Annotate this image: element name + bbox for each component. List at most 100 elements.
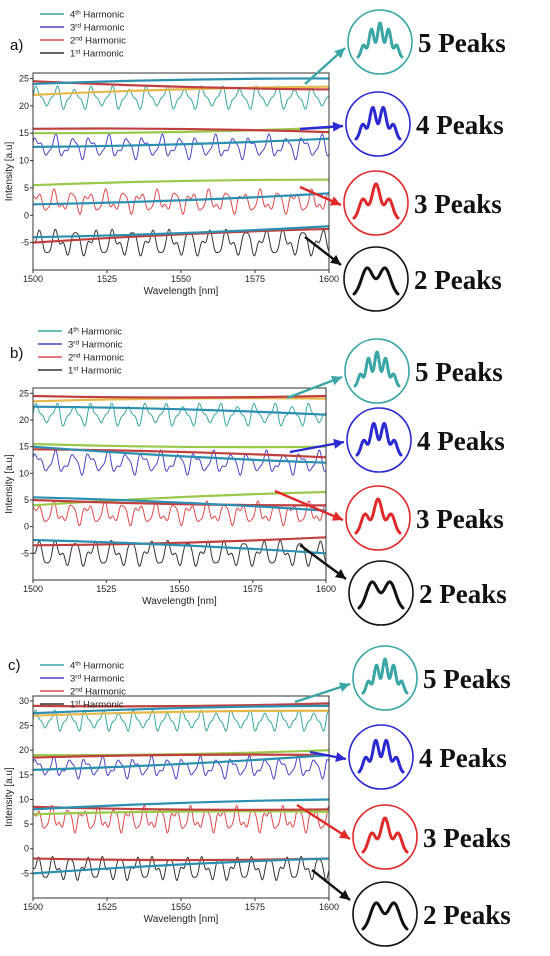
x-tick-label: 1600: [316, 584, 336, 594]
peaks-label: 2 Peaks: [414, 265, 502, 295]
peak-callout-3: 3 Peaks: [296, 803, 511, 870]
callout-arrowhead: [338, 682, 350, 692]
peak-waveform: [357, 738, 405, 774]
callout-circle: [347, 9, 413, 75]
peaks-label: 4 Peaks: [417, 426, 505, 456]
callout-circle: [344, 338, 410, 404]
envelope-line: [33, 192, 329, 206]
callout-arrowhead: [334, 48, 345, 59]
x-tick-label: 1550: [169, 584, 189, 594]
series-line-1: [33, 855, 329, 882]
envelope-line: [33, 442, 326, 449]
envelope-line: [33, 127, 329, 134]
series-line-1: [33, 228, 329, 257]
x-tick-label: 1550: [171, 274, 191, 284]
series-line-3: [33, 755, 329, 780]
legend-entry: 4th Harmonic: [70, 660, 124, 672]
y-tick-label: 25: [19, 73, 29, 83]
x-tick-label: 1525: [97, 902, 117, 912]
callout-arrowhead: [330, 375, 342, 386]
y-axis-title: Intensity [a.u]: [4, 142, 15, 202]
y-tick-label: 5: [24, 819, 29, 829]
peak-waveform: [354, 497, 402, 535]
series-line-2: [33, 188, 329, 215]
peak-waveform: [353, 350, 401, 388]
y-tick-label: 10: [19, 468, 29, 478]
peak-waveform: [361, 901, 409, 931]
callout-circle: [352, 645, 418, 711]
callout-arrowhead: [332, 121, 343, 132]
y-tick-label: 25: [19, 721, 29, 731]
y-tick-label: 15: [19, 128, 29, 138]
y-tick-label: 10: [19, 794, 29, 804]
legend-entry: 4th Harmonic: [68, 326, 122, 338]
envelope-line: [33, 498, 326, 507]
peaks-label: 3 Peaks: [416, 504, 504, 534]
x-tick-label: 1525: [96, 584, 116, 594]
legend-entry: 4th Harmonic: [70, 9, 124, 21]
peak-waveform: [354, 105, 402, 141]
peaks-label: 4 Peaks: [416, 110, 504, 140]
callout-arrowhead: [333, 438, 344, 449]
envelope-line: [33, 704, 329, 715]
legend-entry: 2nd Harmonic: [68, 352, 124, 364]
envelope-line: [33, 394, 326, 399]
callout-arrowhead: [338, 829, 350, 839]
x-tick-label: 1575: [245, 274, 265, 284]
peak-callout-4: 4 Peaks: [309, 724, 507, 790]
peaks-label: 2 Peaks: [423, 900, 511, 930]
y-tick-label: -5: [21, 238, 29, 248]
callout-arrowhead: [334, 569, 346, 579]
callout-arrowhead: [330, 254, 341, 265]
callout-circle: [352, 804, 418, 870]
peak-callout-3: 3 Peaks: [274, 485, 504, 551]
peaks-label: 2 Peaks: [419, 579, 507, 609]
callout-circle: [345, 485, 411, 551]
x-tick-label: 1575: [245, 902, 265, 912]
panel-label: b): [10, 345, 23, 362]
x-axis-title: Wavelength [nm]: [144, 914, 219, 925]
series-line-1: [33, 539, 326, 567]
y-tick-label: 20: [19, 745, 29, 755]
peak-callout-2: 2 Peaks: [299, 544, 507, 626]
envelope-line: [33, 753, 329, 759]
series-line-3: [33, 133, 329, 161]
x-tick-label: 1500: [23, 902, 43, 912]
envelope-line: [33, 810, 329, 816]
peak-callout-3: 3 Peaks: [299, 170, 502, 236]
envelope-line: [33, 490, 326, 507]
series-line-4: [33, 85, 329, 110]
series-line-2: [33, 804, 329, 834]
peak-callout-5: 5 Peaks: [294, 645, 511, 711]
y-tick-label: 0: [24, 844, 29, 854]
y-axis-title: Intensity [a.u]: [4, 454, 15, 514]
legend-entry: 1st Harmonic: [70, 699, 124, 711]
legend-entry: 3rd Harmonic: [68, 339, 123, 351]
envelope-line: [33, 496, 326, 512]
x-tick-label: 1525: [97, 274, 117, 284]
peak-waveform: [352, 182, 400, 220]
y-tick-label: -5: [21, 868, 29, 878]
envelope-line: [33, 798, 329, 811]
callout-arrow: [296, 803, 351, 841]
x-axis-title: Wavelength [nm]: [144, 286, 219, 297]
plot-area: [33, 702, 329, 882]
peak-callout-4: 4 Peaks: [299, 91, 504, 157]
x-tick-label: 1500: [23, 274, 43, 284]
legend-entry: 1st Harmonic: [68, 365, 122, 377]
y-axis-title: Intensity [a.u]: [4, 767, 15, 827]
envelope-line: [33, 702, 329, 708]
y-tick-label: 0: [24, 210, 29, 220]
peak-waveform: [352, 266, 400, 296]
peaks-label: 3 Peaks: [423, 823, 511, 853]
peak-callout-5: 5 Peaks: [286, 338, 503, 404]
envelope-line: [33, 405, 326, 416]
y-tick-label: 30: [19, 696, 29, 706]
plot-area: [33, 394, 326, 567]
y-tick-label: 5: [24, 183, 29, 193]
legend-entry: 3rd Harmonic: [70, 673, 125, 685]
x-tick-label: 1550: [171, 902, 191, 912]
